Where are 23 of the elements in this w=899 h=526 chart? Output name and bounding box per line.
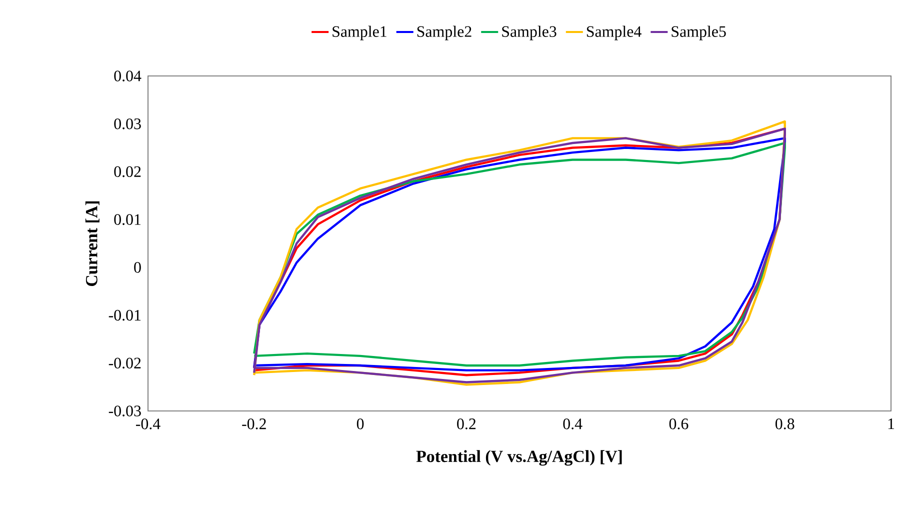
y-tick-label: -0.02 bbox=[108, 358, 141, 369]
y-tick-label: 0.04 bbox=[114, 70, 142, 82]
y-tick-label: -0.03 bbox=[108, 406, 141, 416]
legend-label: Sample3 bbox=[502, 26, 556, 40]
x-axis-title: Potential (V vs.Ag/AgCl) [V] bbox=[416, 450, 622, 466]
y-tick-label: -0.01 bbox=[108, 310, 141, 321]
x-tick-label: 0 bbox=[356, 418, 364, 430]
legend-label: Sample2 bbox=[417, 26, 472, 40]
y-tick-label: 0.02 bbox=[114, 166, 141, 178]
x-tick-label: 0.4 bbox=[563, 418, 582, 430]
x-tick-label: 0.2 bbox=[457, 418, 476, 430]
legend-label: Sample4 bbox=[586, 26, 642, 40]
x-tick-label: -0.4 bbox=[136, 418, 160, 430]
x-tick-label: 0.8 bbox=[776, 418, 794, 430]
y-tick-label: 0.03 bbox=[114, 118, 141, 130]
y-tick-label: 0.01 bbox=[114, 214, 141, 225]
x-tick-label: 1 bbox=[888, 418, 894, 430]
legend-label: Sample1 bbox=[332, 26, 386, 40]
y-tick-label: 0 bbox=[134, 262, 141, 273]
legend-label: Sample5 bbox=[672, 26, 726, 40]
x-tick-label: 0.6 bbox=[669, 418, 688, 430]
y-axis-title: Current [A] bbox=[85, 201, 100, 286]
x-tick-label: -0.2 bbox=[242, 418, 266, 430]
